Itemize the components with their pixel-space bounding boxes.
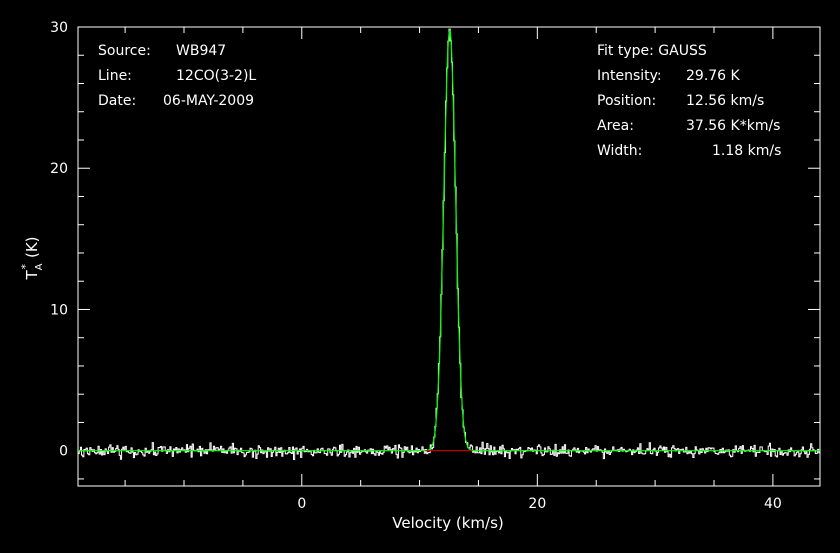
x-tick-label: 40 [764,496,782,512]
source-key: Source: [98,43,151,59]
plot-area: 0 10 20 30 0 20 40 [50,20,821,512]
date-key: Date: [98,93,136,109]
y-axis-label-unit: (K) [23,236,41,258]
date-value: 06-MAY-2009 [163,93,254,109]
source-value: WB947 [176,43,226,59]
y-axis-label-sup: * [19,264,32,270]
y-axis-label-sub: A [34,263,45,270]
x-tick-label: 20 [528,496,546,512]
y-tick-label: 10 [50,302,68,318]
width-value: 1.18 km/s [712,143,781,159]
area-value: 37.56 K*km/s [686,118,780,134]
fit-parameters: Fit type: GAUSS Intensity: 29.76 K Posit… [597,43,781,159]
y-axis-label: TA* (K) [19,236,45,280]
plot-frame [77,26,821,487]
line-key: Line: [98,68,132,84]
spectrum-line [78,28,820,460]
y-tick-label: 0 [59,444,68,460]
area-key: Area: [597,118,634,134]
header-left: Source: WB947 Line: 12CO(3-2)L Date: 06-… [98,43,256,109]
intensity-value: 29.76 K [686,68,741,84]
position-value: 12.56 km/s [686,93,764,109]
y-axis-label-main: T [23,270,41,281]
intensity-key: Intensity: [597,68,662,84]
position-key: Position: [597,93,656,109]
svg-text:TA*(K): TA* (K) [19,236,45,280]
y-tick-label: 20 [50,161,68,177]
gaussian-fit-line [78,28,820,452]
fit-type-label: Fit type: GAUSS [597,43,707,59]
line-value: 12CO(3-2)L [176,68,256,84]
x-tick-label: 0 [297,496,306,512]
x-axis-label: Velocity (km/s) [392,514,503,532]
width-key: Width: [597,143,642,159]
y-tick-label: 30 [50,20,68,36]
